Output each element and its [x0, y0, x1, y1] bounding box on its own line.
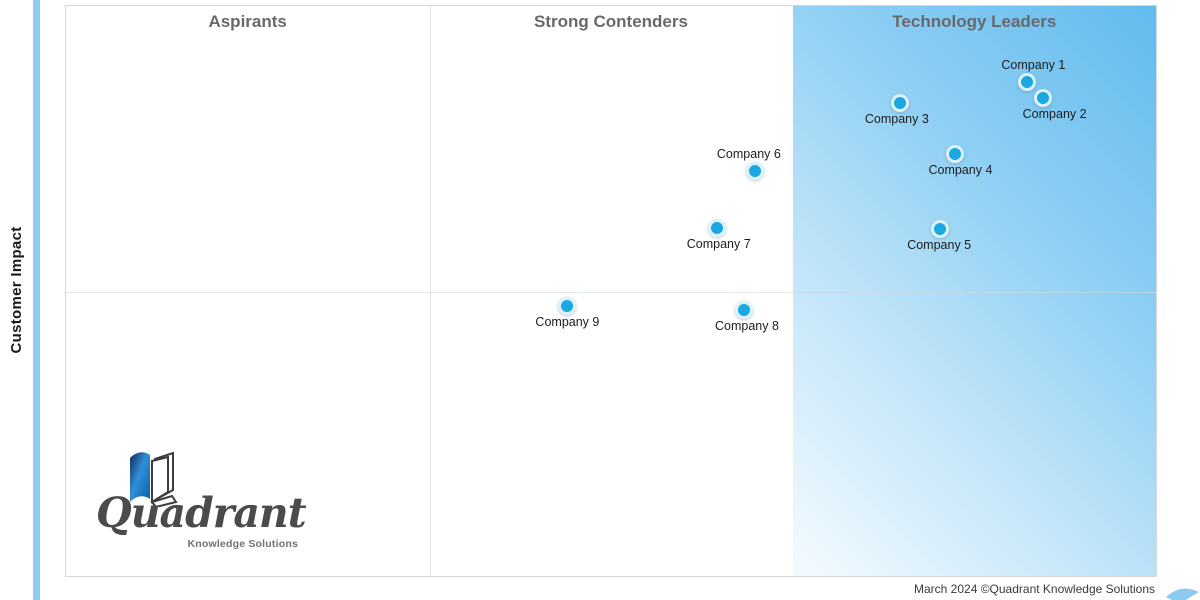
data-point-marker — [1018, 72, 1037, 91]
data-point-marker — [734, 300, 753, 319]
data-point-marker — [890, 94, 909, 113]
row-divider — [66, 292, 1156, 294]
data-point-marker — [1033, 88, 1052, 107]
quadrant-header-aspirants: Aspirants — [208, 12, 287, 31]
quadrant-headers: Aspirants Strong Contenders Technology L… — [66, 12, 1156, 32]
data-point-label: Company 1 — [1001, 57, 1066, 72]
y-axis-label: Customer Impact — [8, 226, 25, 354]
data-point-marker — [558, 296, 577, 315]
data-point-label: Company 8 — [715, 318, 779, 333]
column-divider — [430, 6, 432, 576]
data-point-label: Company 6 — [716, 147, 781, 162]
quadrant-header-technology-leaders: Technology Leaders — [892, 12, 1057, 31]
plot-area: Aspirants Strong Contenders Technology L… — [65, 5, 1157, 577]
data-point-label: Company 2 — [1022, 106, 1087, 121]
quadrant-logo-book-icon — [130, 451, 178, 507]
footer-credit: March 2024 ©Quadrant Knowledge Solutions — [914, 582, 1155, 596]
logo-tagline: Knowledge Solutions — [187, 538, 298, 550]
quadrant-logo: Quadrant Knowledge Solutions — [96, 445, 311, 555]
data-point-label: Company 5 — [907, 238, 972, 253]
data-point-marker — [707, 219, 726, 238]
technology-leaders-highlight — [793, 6, 1156, 576]
data-point-label: Company 9 — [535, 314, 600, 329]
data-point-label: Company 4 — [928, 163, 993, 178]
data-point-marker — [931, 220, 950, 239]
data-point-label: Company 3 — [864, 112, 929, 127]
y-axis-arrow — [33, 0, 40, 600]
logo-wordmark: Quadrant — [96, 489, 307, 537]
data-point-label: Company 7 — [686, 237, 751, 252]
x-axis-arrow-icon — [1166, 588, 1199, 600]
data-point-marker — [745, 162, 764, 181]
quadrant-header-strong-contenders: Strong Contenders — [534, 12, 688, 31]
data-point-marker — [946, 145, 965, 164]
